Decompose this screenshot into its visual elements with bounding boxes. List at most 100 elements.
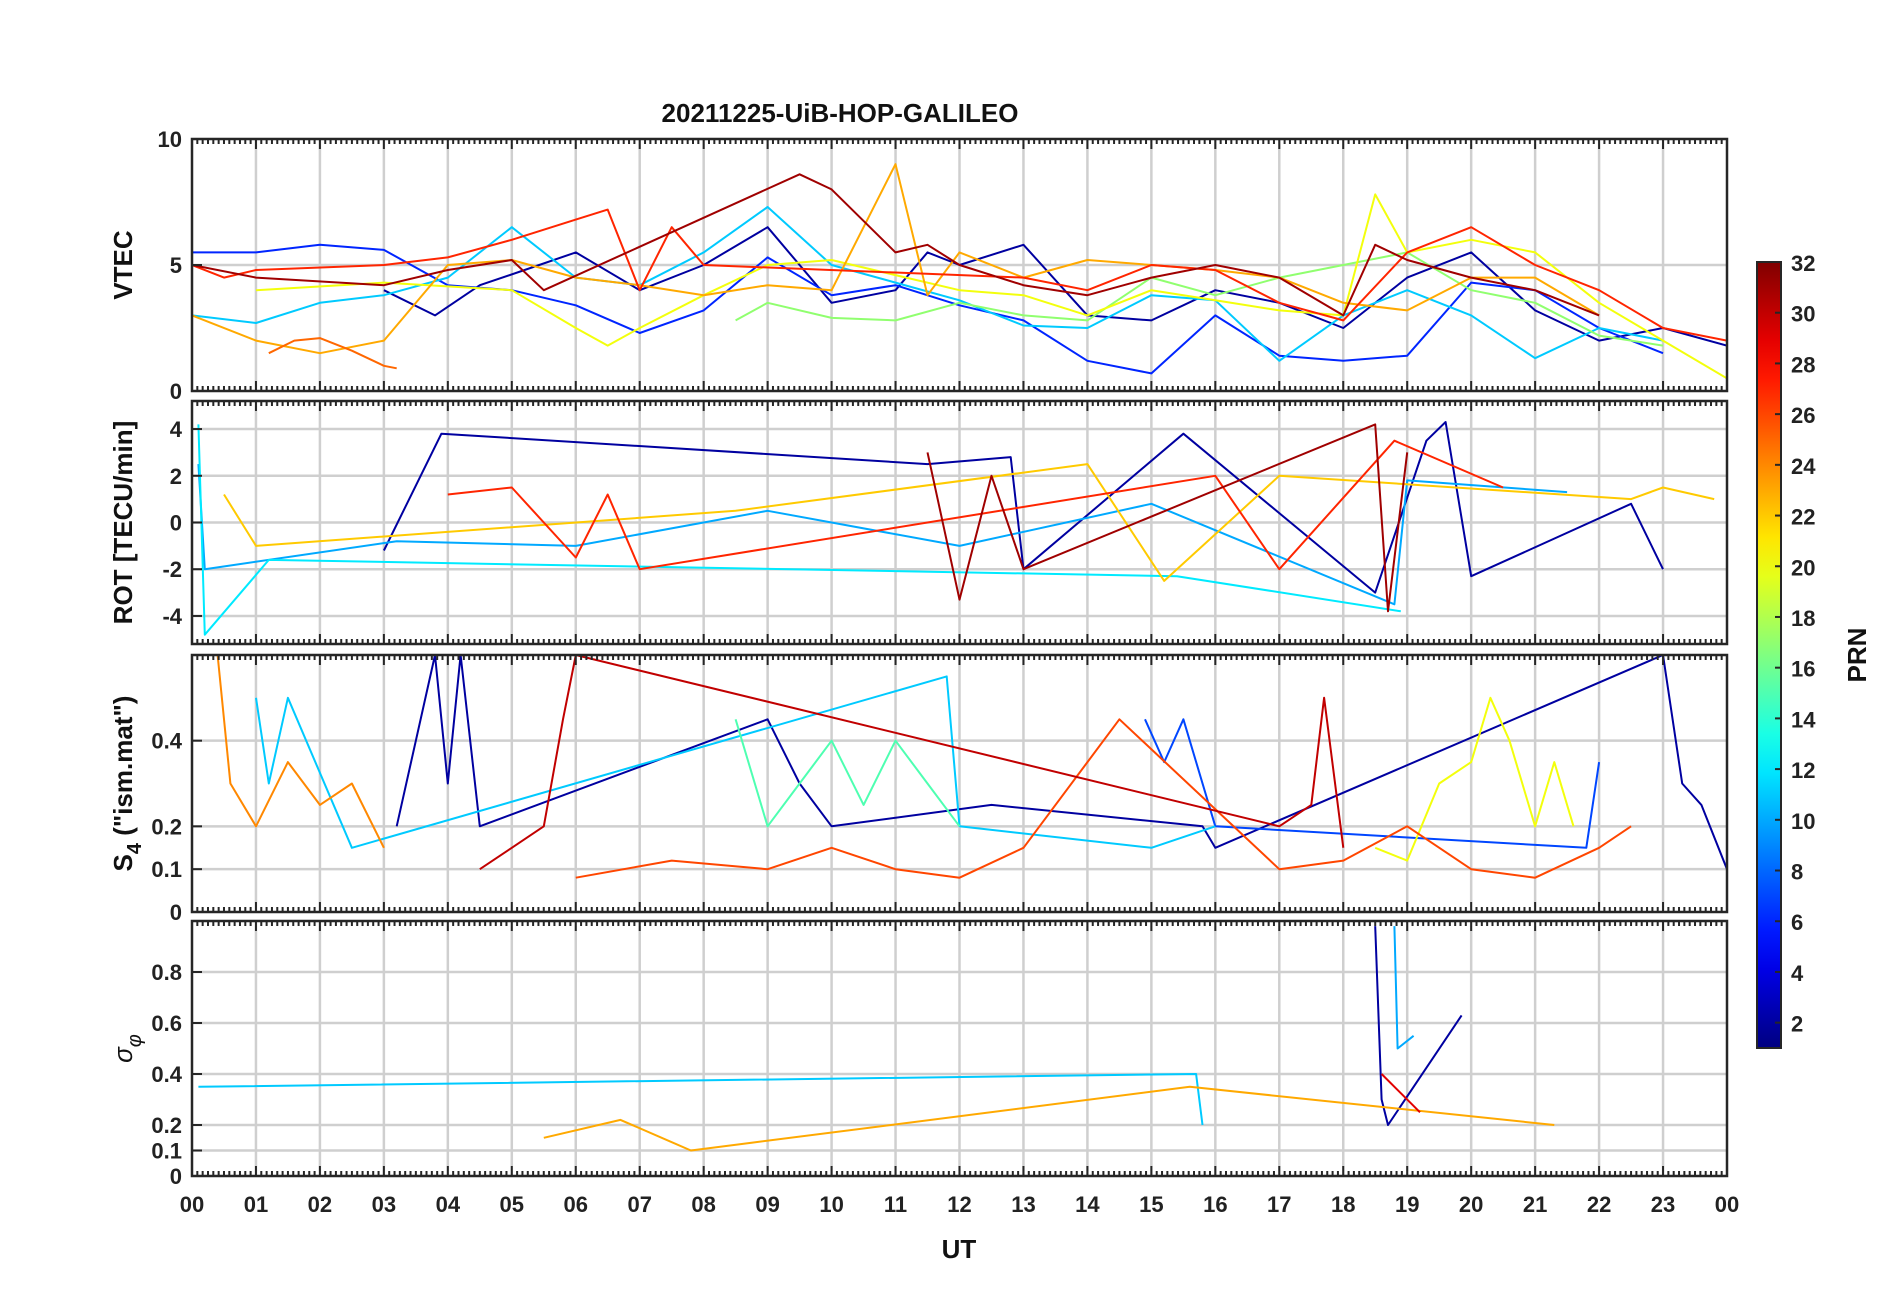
- series-prn-27: [447, 439, 1504, 571]
- series-prn-2: [383, 226, 1727, 347]
- x-tick-label: 03: [372, 1192, 396, 1217]
- panel-ticks: [191, 401, 1728, 644]
- colorbar-gradient: [1756, 261, 1782, 1049]
- y-axis-title-rest: ("ism.mat"): [108, 696, 138, 843]
- panel-ticks: [191, 139, 1728, 391]
- colorbar-tick-label: 20: [1791, 555, 1815, 580]
- x-tick-label: 12: [947, 1192, 971, 1217]
- colorbar-tick-label: 24: [1791, 454, 1816, 479]
- x-tick-label: 20: [1459, 1192, 1483, 1217]
- colorbar-tick-label: 10: [1791, 809, 1815, 834]
- x-tick-label: 16: [1203, 1192, 1227, 1217]
- series-prn-23: [192, 163, 1600, 355]
- x-tick-label: 07: [627, 1192, 651, 1217]
- colorbar-tick-label: 26: [1791, 403, 1815, 428]
- panel-series: [192, 163, 1727, 380]
- y-tick-label: 0.8: [151, 960, 182, 985]
- series-prn-20: [255, 193, 1727, 380]
- panel-vtec: 0 5 10 VTEC: [108, 127, 1729, 404]
- y-tick-label: 0: [170, 1164, 182, 1189]
- y-tick-label: 0: [170, 511, 182, 536]
- colorbar-title: PRN: [1842, 628, 1872, 683]
- series-prn-12: [197, 424, 1401, 636]
- y-tick-label: 0.2: [151, 814, 182, 839]
- x-tick-label: 23: [1651, 1192, 1675, 1217]
- series-prn-11: [198, 1073, 1204, 1126]
- y-tick-label: 10: [158, 127, 182, 152]
- colorbar-tick-label: 14: [1791, 707, 1816, 732]
- panel-s4: 00.10.20.4S4 ("ism.mat"): [108, 653, 1729, 925]
- colorbar-tick-label: 28: [1791, 352, 1815, 377]
- x-tick-label: 11: [884, 1192, 907, 1217]
- colorbar-tick-label: 6: [1791, 910, 1803, 935]
- colorbar-tick-label: 22: [1791, 505, 1815, 530]
- x-tick-label: 10: [819, 1192, 843, 1217]
- x-tick-label: 09: [755, 1192, 779, 1217]
- colorbar-tick-label: 2: [1791, 1012, 1803, 1037]
- panel-grid: [192, 921, 1727, 1176]
- colorbar-tick-label: 12: [1791, 758, 1815, 783]
- y-tick-label: 0: [170, 900, 182, 925]
- x-tick-label: 08: [691, 1192, 715, 1217]
- y-tick-label: -2: [162, 557, 182, 582]
- series-prn-2: [383, 421, 1664, 594]
- colorbar-tick-label: 32: [1791, 251, 1815, 276]
- y-tick-label: 0.6: [151, 1011, 182, 1036]
- y-tick-label: 5: [170, 253, 182, 278]
- colorbar-tick-label: 4: [1791, 961, 1804, 986]
- panel-ticks: [191, 655, 1728, 912]
- series-prn-31: [926, 423, 1409, 613]
- colorbar-tick-label: 30: [1791, 302, 1815, 327]
- x-tick-label: 14: [1075, 1192, 1100, 1217]
- x-tick-label: 17: [1267, 1192, 1291, 1217]
- series-prn-23: [543, 1085, 1555, 1152]
- y-tick-label: -4: [162, 604, 182, 629]
- panel-series: [197, 421, 1715, 636]
- y-axis-title-s4: S4 ("ism.mat"): [108, 696, 146, 872]
- y-axis-title-sigma_phi: σφ: [108, 1034, 146, 1063]
- y-tick-label: 0.1: [151, 857, 182, 882]
- series-prn-10: [1393, 926, 1415, 1050]
- series-prn-11: [255, 675, 1216, 849]
- series-prn-29: [1380, 1073, 1421, 1114]
- series-prn-26: [575, 718, 1632, 879]
- x-tick-label: 04: [436, 1192, 461, 1217]
- y-axis-title-sub: 4: [124, 842, 146, 854]
- series-prn-7: [1144, 718, 1601, 849]
- series-prn-27: [192, 208, 1727, 342]
- y-axis-title-rot: ROT [TECU/min]: [108, 421, 138, 625]
- y-axis-title-vtec: VTEC: [108, 230, 138, 300]
- x-tick-label: 06: [564, 1192, 588, 1217]
- series-prn-15: [734, 719, 961, 828]
- series-prn-20: [1374, 696, 1575, 862]
- colorbar-tick-label: 18: [1791, 606, 1815, 631]
- series-prn-2: [395, 655, 1727, 870]
- colorbar-tick-label: 16: [1791, 657, 1815, 682]
- y-tick-label: 2: [170, 464, 182, 489]
- series-prn-2: [1374, 926, 1463, 1126]
- y-tick-label: 0.2: [151, 1113, 182, 1138]
- x-tick-label: 01: [244, 1192, 268, 1217]
- series-prn-10: [197, 464, 1568, 606]
- x-tick-label: 21: [1523, 1192, 1547, 1217]
- panel-grid: [192, 401, 1727, 644]
- panel-ticks: [191, 921, 1728, 1176]
- y-tick-label: 0: [170, 379, 182, 404]
- chart-title: 20211225-UiB-HOP-GALILEO: [662, 98, 1019, 128]
- panel-series: [216, 655, 1727, 879]
- panel-series: [198, 926, 1555, 1152]
- y-tick-label: 0.4: [151, 729, 182, 754]
- y-axis-title-main: S: [108, 854, 138, 871]
- y-tick-label: 4: [170, 417, 183, 442]
- colorbar-tick-label: 8: [1791, 860, 1803, 885]
- x-tick-label: 13: [1011, 1192, 1035, 1217]
- series-prn-30: [479, 655, 1345, 871]
- panel-sigma_phi: 00.10.2 0.4 0.6 0.8 σφ: [108, 919, 1729, 1189]
- x-tick-label: 19: [1395, 1192, 1419, 1217]
- series-prn-25: [268, 337, 397, 370]
- series-prn-24: [216, 655, 385, 849]
- panel-rot: -4 -2 0 2 4 ROT [TECU/min]: [108, 399, 1729, 646]
